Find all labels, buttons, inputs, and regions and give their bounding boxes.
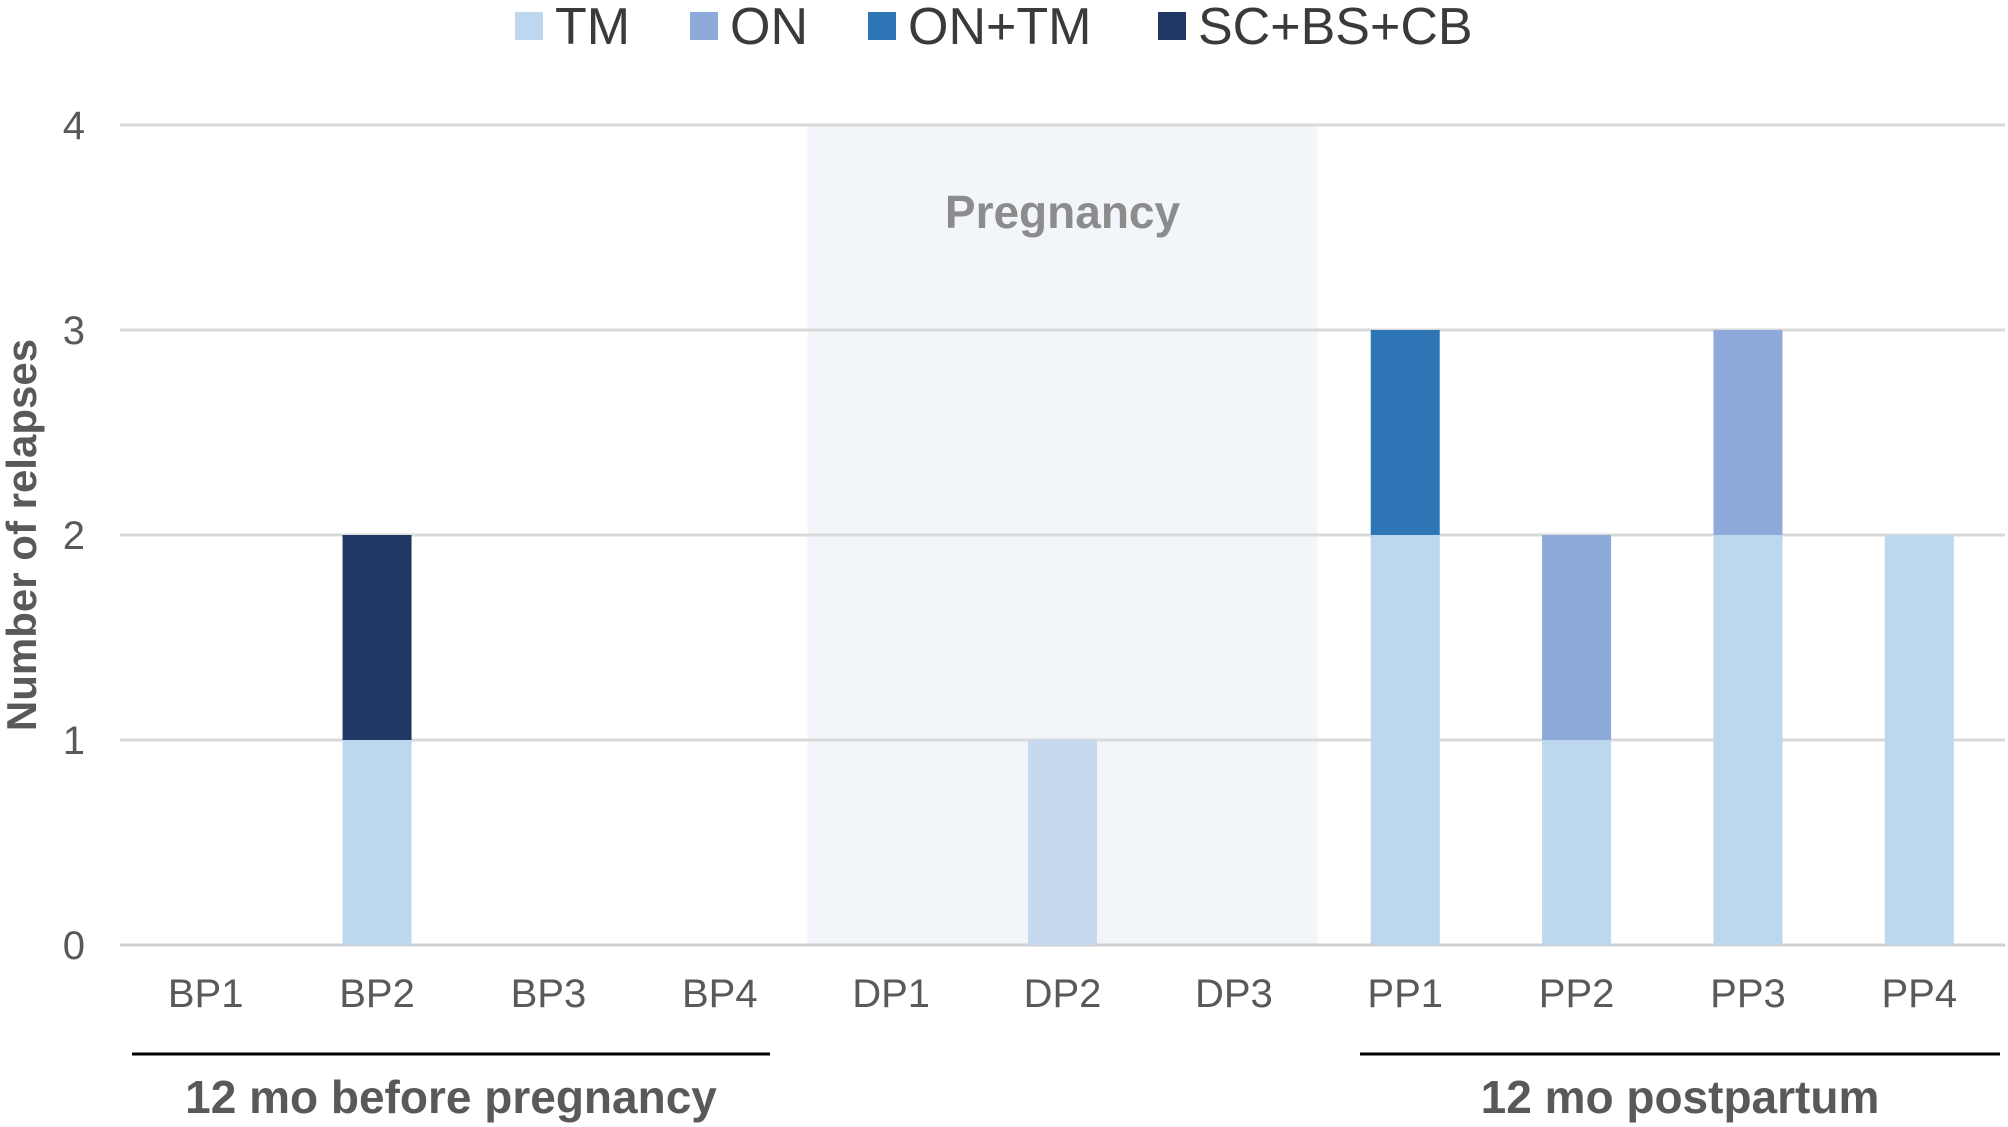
period-label: 12 mo postpartum — [1481, 1071, 1880, 1123]
x-tick-label: PP1 — [1367, 972, 1443, 1016]
y-tick-label: 1 — [63, 719, 85, 763]
bar-segment-dp2-tm — [1028, 740, 1097, 945]
bar-segment-bp2-sc-bs-cb — [342, 535, 412, 740]
legend-label: TM — [555, 0, 630, 56]
legend-label: ON+TM — [908, 0, 1091, 56]
pregnancy-region-label: Pregnancy — [945, 186, 1181, 238]
x-tick-label: PP4 — [1882, 972, 1958, 1016]
x-tick-label: DP3 — [1195, 972, 1273, 1016]
bar-segment-pp4-tm — [1884, 535, 1954, 945]
bars — [342, 330, 1954, 945]
x-tick-label: BP4 — [682, 972, 758, 1016]
y-tick-label: 3 — [63, 309, 85, 353]
period-label: 12 mo before pregnancy — [185, 1071, 717, 1123]
x-tick-label: PP3 — [1710, 972, 1786, 1016]
x-tick-label: PP2 — [1539, 972, 1615, 1016]
legend-label: SC+BS+CB — [1198, 0, 1473, 56]
y-tick-label: 4 — [63, 104, 85, 148]
x-tick-label: BP3 — [511, 972, 587, 1016]
legend-label: ON — [730, 0, 808, 56]
legend: TM ON ON+TM SC+BS+CB — [515, 0, 1473, 56]
legend-swatch-on — [690, 12, 718, 40]
legend-swatch-on-tm — [868, 12, 896, 40]
period-annotations: 12 mo before pregnancy 12 mo postpartum — [132, 1052, 2000, 1123]
x-tick-label: DP2 — [1024, 972, 1102, 1016]
x-tick-labels: BP1 BP2 BP3 BP4 DP1 DP2 DP3 PP1 PP2 PP3 PP4 — [168, 972, 1957, 1016]
y-axis-title: Number of relapses — [0, 339, 45, 731]
bar-segment-bp2-tm — [342, 740, 412, 945]
legend-swatch-sc-bs-cb — [1158, 12, 1186, 40]
bar-segment-pp2-tm — [1542, 740, 1612, 945]
bar-segment-pp1-on-tm — [1370, 330, 1440, 535]
bar-segment-pp1-tm — [1370, 535, 1440, 945]
x-tick-label: BP1 — [168, 972, 244, 1016]
bar-segment-pp3-tm — [1713, 535, 1783, 945]
x-tick-label: DP1 — [852, 972, 930, 1016]
y-tick-labels: 0 1 2 3 4 — [63, 104, 85, 968]
y-tick-label: 2 — [63, 514, 85, 558]
y-tick-label: 0 — [63, 924, 85, 968]
x-tick-label: BP2 — [339, 972, 415, 1016]
bar-segment-pp3-on — [1713, 330, 1783, 535]
bar-segment-pp2-on — [1542, 535, 1612, 740]
legend-swatch-tm — [515, 12, 543, 40]
